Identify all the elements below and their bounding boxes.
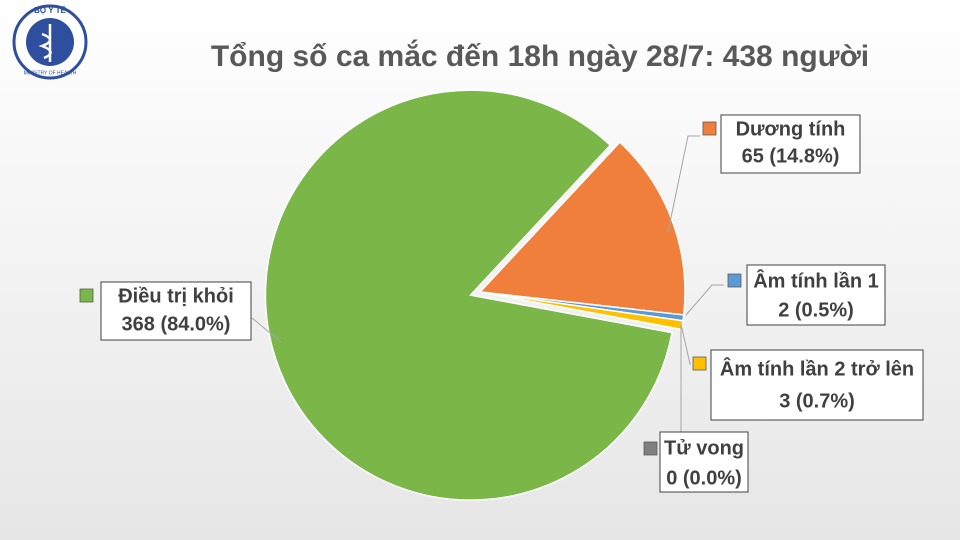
- slice-label: Âm tính lần 1: [753, 268, 879, 292]
- label-box: [659, 431, 749, 493]
- data-label: 2 (0.5%): [778, 299, 854, 321]
- logo-top: BỘ Y TẾ: [34, 5, 66, 15]
- slice-label: Điều trị khỏi: [118, 285, 234, 307]
- chart-title: Tổng số ca mắc đến 18h ngày 28/7: 438 ng…: [211, 39, 869, 73]
- slice-label: Dương tính: [736, 118, 846, 140]
- data-label: 368 (84.0%): [122, 313, 231, 335]
- slice-label: Âm tính lần 2 trở lên: [720, 356, 914, 380]
- label-box: [746, 264, 886, 326]
- leader-line: [680, 323, 691, 365]
- data-label: 65 (14.8%): [742, 145, 840, 167]
- legend-marker: [643, 441, 658, 456]
- leader-line: [251, 317, 282, 343]
- legend-marker: [692, 356, 707, 371]
- label-box: [720, 114, 861, 174]
- legend-marker: [79, 288, 94, 303]
- leader-line: [667, 135, 700, 233]
- pie-slice: [478, 141, 686, 316]
- data-label: 3 (0.7%): [779, 390, 855, 412]
- logo: BỘ Y TẾ MINISTRY OF HEALTH: [12, 4, 88, 80]
- slice-label: Tử vong: [664, 437, 744, 459]
- legend-marker: [727, 273, 742, 288]
- leader-line: [685, 284, 724, 316]
- data-label: 0 (0.0%): [666, 467, 742, 489]
- label-box: [100, 281, 252, 341]
- pie-slice: [264, 89, 673, 501]
- legend-marker: [702, 121, 717, 136]
- logo-symbol: [38, 24, 52, 62]
- logo-bottom: MINISTRY OF HEALTH: [24, 70, 77, 76]
- label-box: [710, 349, 924, 421]
